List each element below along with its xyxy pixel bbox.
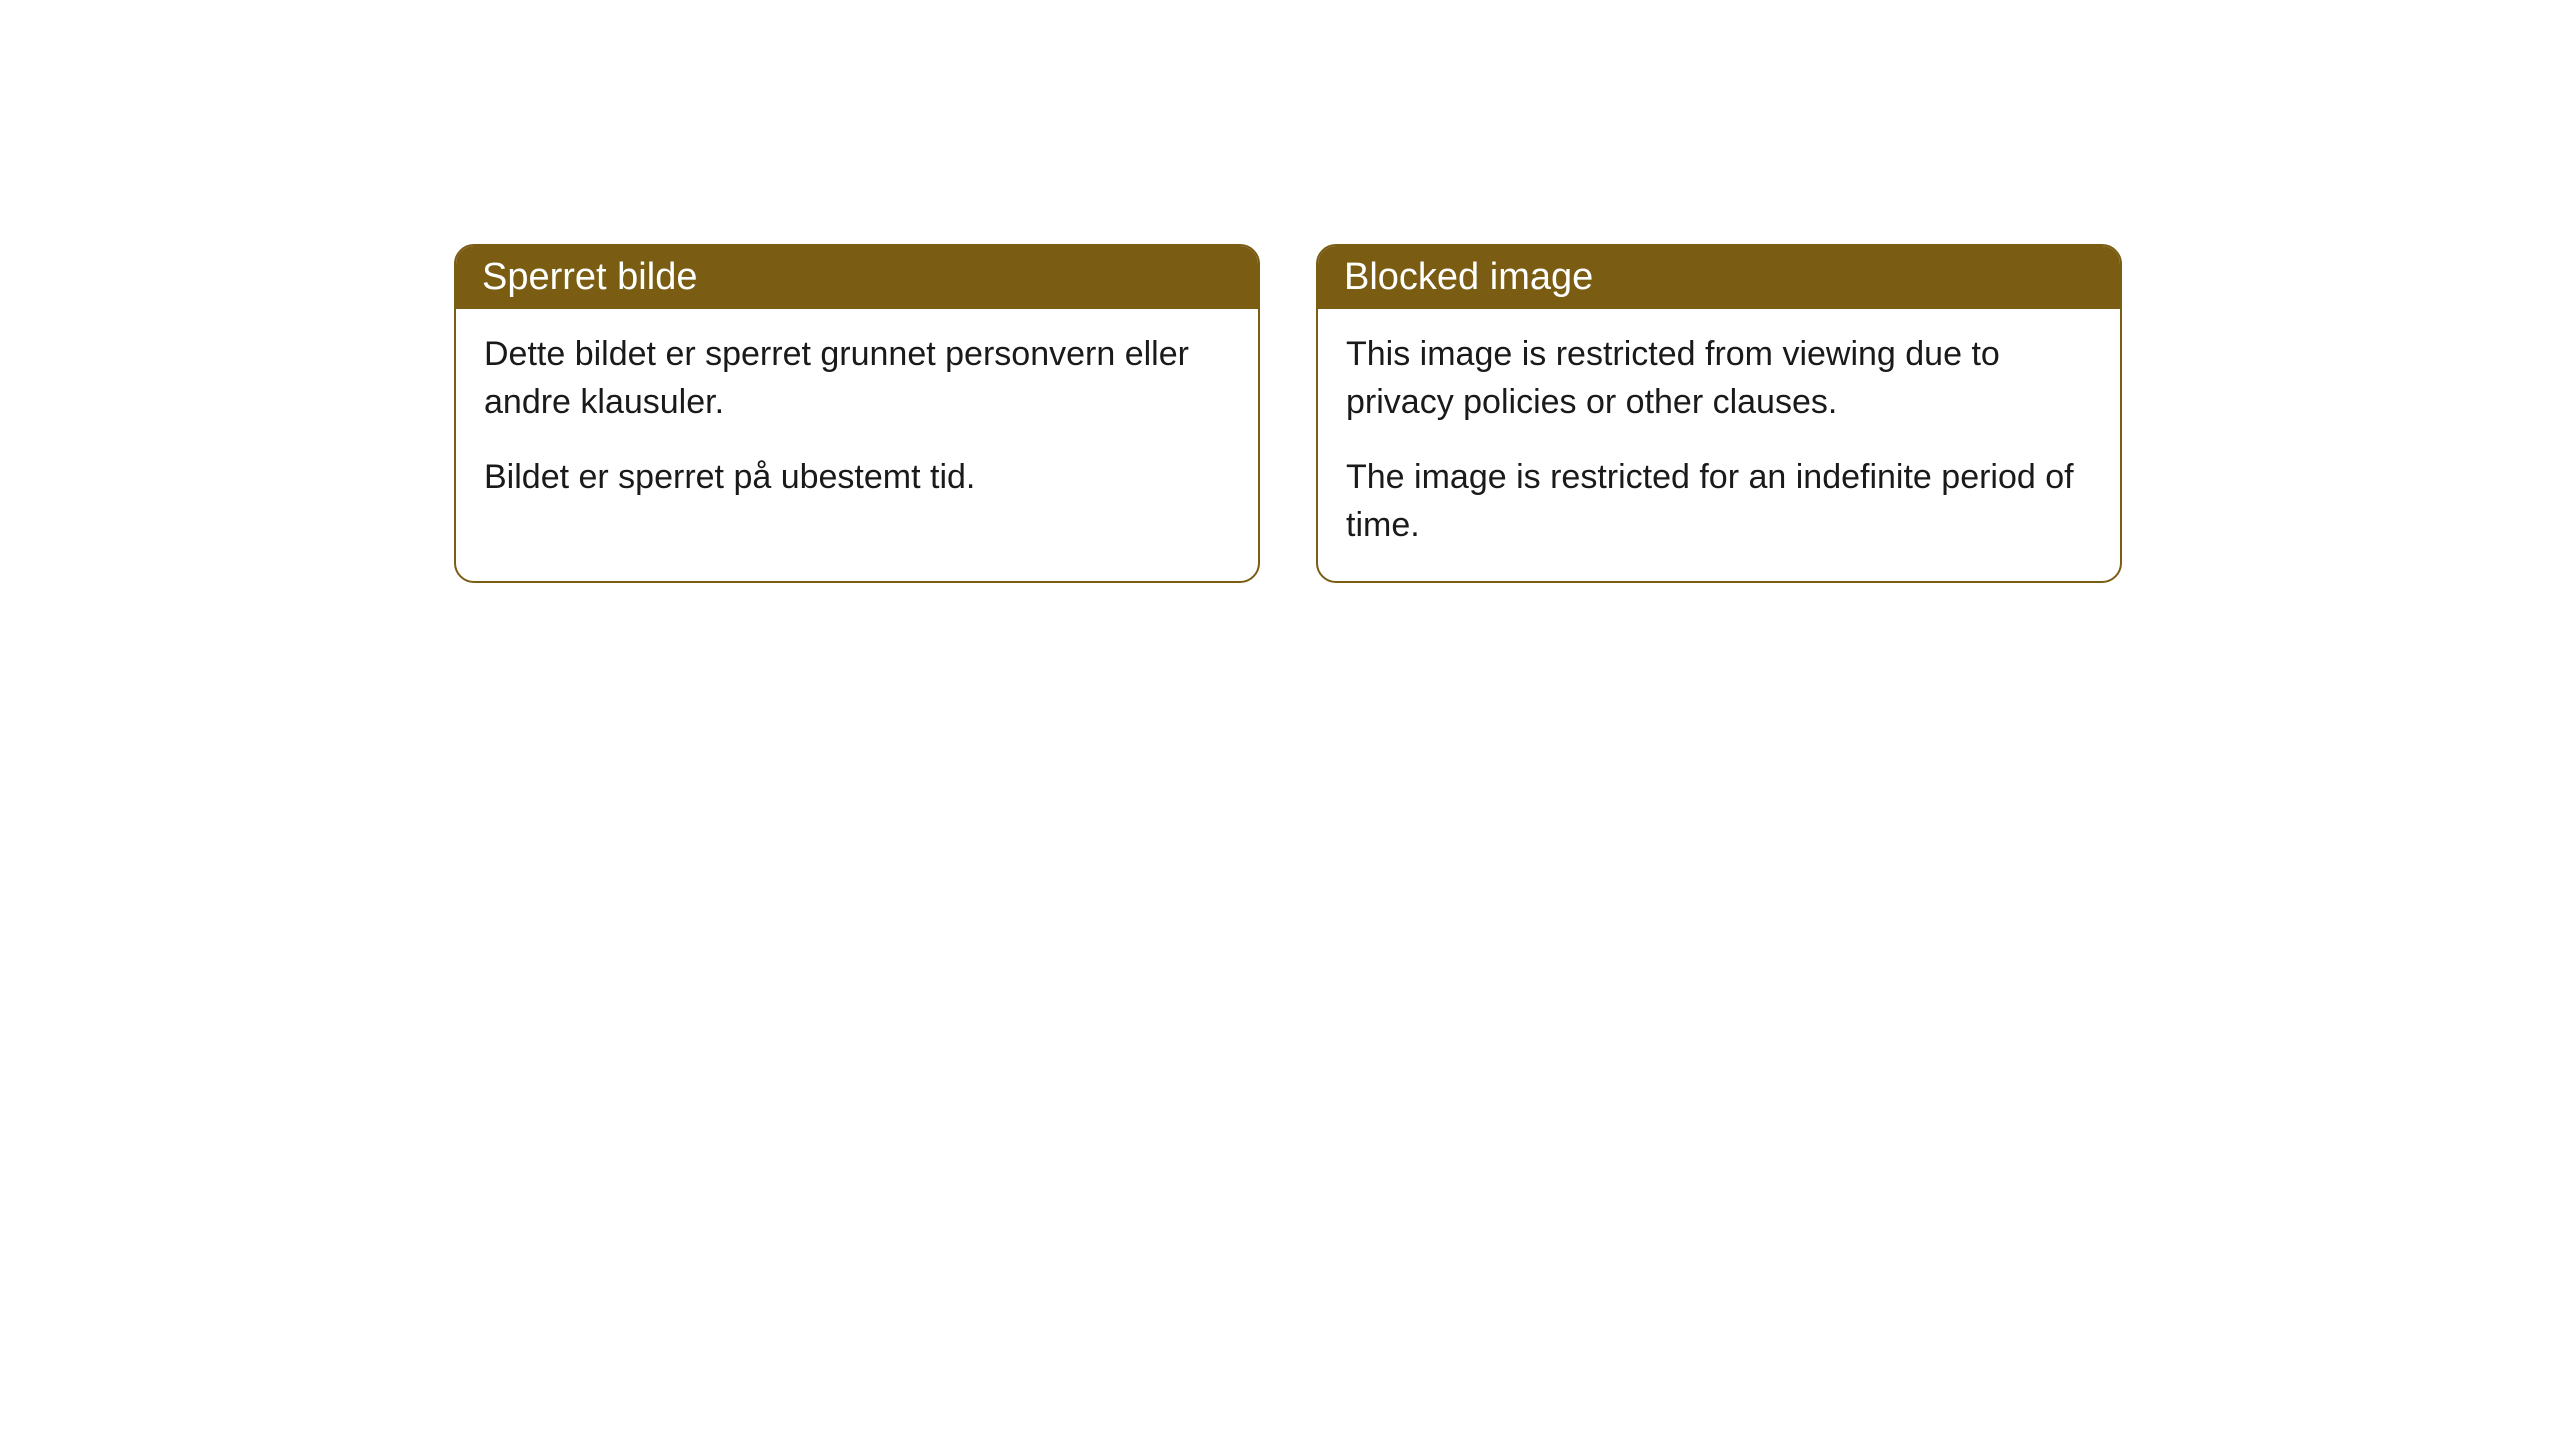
card-body: This image is restricted from viewing du… — [1318, 309, 2120, 581]
card-title: Sperret bilde — [482, 256, 697, 298]
card-paragraph-2: Bildet er sperret på ubestemt tid. — [484, 454, 1230, 502]
notice-card-norwegian: Sperret bilde Dette bildet er sperret gr… — [454, 244, 1260, 583]
notice-card-english: Blocked image This image is restricted f… — [1316, 244, 2122, 583]
card-paragraph-2: The image is restricted for an indefinit… — [1346, 454, 2092, 549]
card-header: Sperret bilde — [456, 246, 1258, 309]
card-paragraph-1: Dette bildet er sperret grunnet personve… — [484, 331, 1230, 426]
card-body: Dette bildet er sperret grunnet personve… — [456, 309, 1258, 534]
notice-container: Sperret bilde Dette bildet er sperret gr… — [454, 244, 2122, 583]
card-paragraph-1: This image is restricted from viewing du… — [1346, 331, 2092, 426]
card-header: Blocked image — [1318, 246, 2120, 309]
card-title: Blocked image — [1344, 256, 1593, 298]
